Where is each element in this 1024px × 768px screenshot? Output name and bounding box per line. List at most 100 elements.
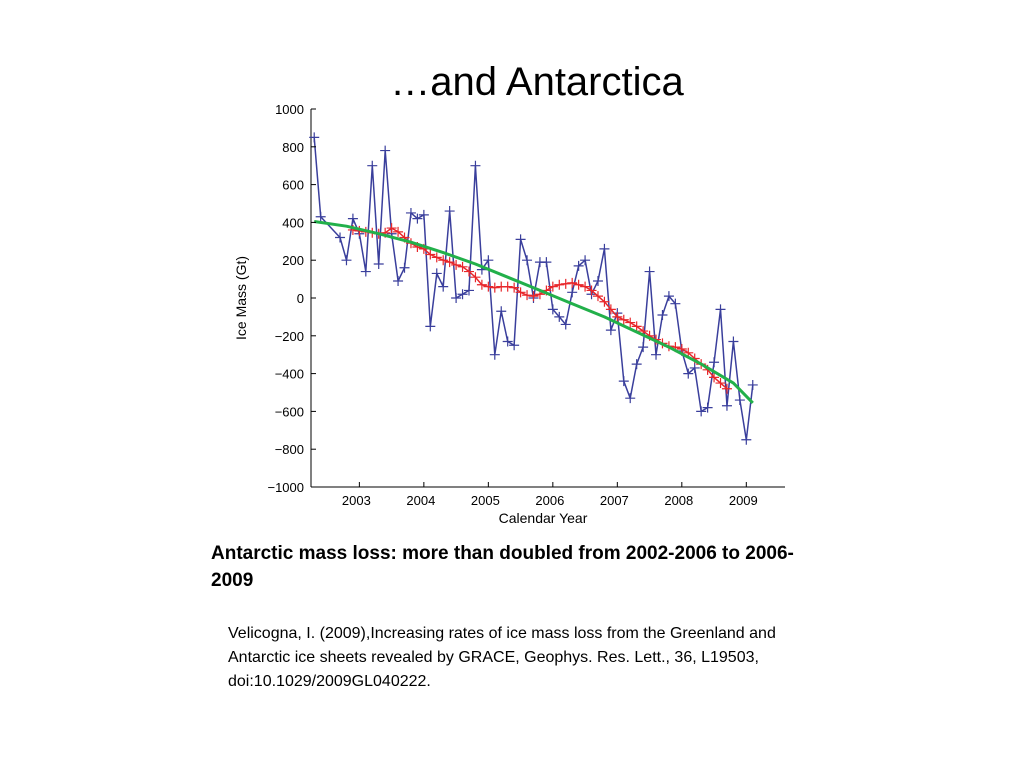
data-point: [341, 255, 352, 266]
data-point: [644, 266, 655, 277]
data-point: [309, 132, 320, 143]
data-point: [522, 290, 533, 301]
data-point: [547, 281, 558, 292]
data-point: [618, 314, 629, 325]
data-point: [393, 275, 404, 286]
data-point: [721, 383, 732, 394]
data-point: [502, 281, 513, 292]
y-tick-label: 200: [282, 253, 304, 268]
data-point: [721, 400, 732, 411]
data-point: [554, 311, 565, 322]
data-point: [573, 260, 584, 271]
y-tick-label: −1000: [267, 480, 304, 495]
data-point: [618, 376, 629, 387]
data-point: [489, 282, 500, 293]
data-point: [393, 226, 404, 237]
data-point: [612, 311, 623, 322]
slide-title: …and Antarctica: [390, 60, 684, 104]
x-tick-label: 2003: [342, 493, 371, 508]
data-point: [709, 372, 720, 383]
data-point: [315, 211, 326, 222]
data-point: [522, 255, 533, 266]
data-point: [347, 213, 358, 224]
data-point: [438, 281, 449, 292]
data-point: [515, 234, 526, 245]
y-tick-label: 400: [282, 215, 304, 230]
data-point: [470, 160, 481, 171]
data-point: [599, 243, 610, 254]
smoothed-series-line: [352, 227, 728, 390]
data-point: [541, 257, 552, 268]
data-point: [702, 402, 713, 413]
x-tick-label: 2004: [406, 493, 435, 508]
data-point: [547, 304, 558, 315]
data-point: [657, 310, 668, 321]
data-point: [728, 336, 739, 347]
data-point: [496, 306, 507, 317]
monthly-series: [309, 132, 758, 445]
data-point: [431, 268, 442, 279]
data-point: [483, 281, 494, 292]
y-tick-label: 0: [297, 291, 304, 306]
data-point: [651, 349, 662, 360]
data-point: [567, 287, 578, 298]
data-point: [560, 319, 571, 330]
data-point: [464, 266, 474, 277]
data-point: [734, 395, 745, 406]
y-tick-label: −200: [275, 329, 304, 344]
data-point: [586, 285, 597, 296]
data-point: [502, 336, 513, 347]
smoothed-series: [347, 223, 732, 394]
data-point: [380, 145, 391, 156]
data-point: [599, 296, 610, 307]
data-point: [715, 378, 726, 389]
caption: Antarctic mass loss: more than doubled f…: [211, 543, 794, 591]
data-point: [515, 287, 526, 298]
x-tick-label: 2008: [664, 493, 693, 508]
data-point: [444, 257, 455, 268]
citation: Velicogna, I. (2009),Increasing rates of…: [228, 625, 776, 690]
y-tick-label: −400: [275, 367, 304, 382]
y-axis-label: Ice Mass (Gt): [233, 256, 249, 340]
data-point: [580, 255, 591, 266]
data-point: [399, 262, 410, 273]
data-point: [670, 298, 681, 309]
data-point: [451, 259, 462, 270]
data-point: [592, 275, 603, 286]
data-point: [425, 249, 436, 260]
data-point: [418, 209, 429, 220]
data-point: [631, 359, 642, 370]
y-tick-label: 800: [282, 140, 304, 155]
x-axis-label: Calendar Year: [499, 510, 588, 526]
data-point: [560, 278, 571, 289]
data-point: [567, 277, 578, 288]
data-point: [476, 279, 487, 290]
y-tick-label: −800: [275, 442, 304, 457]
data-point: [663, 291, 674, 302]
data-point: [573, 279, 584, 290]
data-point: [747, 379, 758, 390]
x-tick-label: 2009: [729, 493, 758, 508]
trend-series: [313, 220, 754, 404]
data-point: [554, 279, 565, 290]
x-tick-label: 2007: [600, 493, 629, 508]
data-point: [335, 232, 346, 243]
data-point: [631, 321, 642, 332]
data-point: [741, 434, 752, 445]
data-point: [625, 317, 636, 328]
y-tick-label: −600: [275, 404, 304, 419]
data-point: [425, 321, 436, 332]
data-point: [457, 261, 468, 272]
data-point: [638, 342, 649, 353]
data-point: [470, 272, 481, 283]
data-point: [709, 357, 720, 368]
data-point: [483, 255, 494, 266]
trend-series-line: [313, 220, 754, 404]
data-point: [451, 293, 462, 303]
x-tick-label: 2006: [535, 493, 564, 508]
data-point: [489, 349, 500, 360]
data-point: [696, 406, 707, 417]
data-point: [431, 252, 442, 263]
data-point: [457, 289, 468, 300]
data-point: [528, 291, 539, 302]
